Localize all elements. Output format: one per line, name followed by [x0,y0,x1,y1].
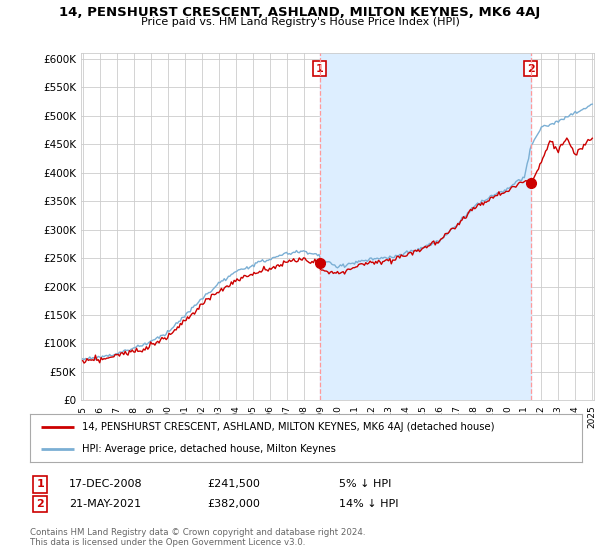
Text: HPI: Average price, detached house, Milton Keynes: HPI: Average price, detached house, Milt… [82,444,337,454]
Text: 5% ↓ HPI: 5% ↓ HPI [339,479,391,489]
Text: Price paid vs. HM Land Registry's House Price Index (HPI): Price paid vs. HM Land Registry's House … [140,17,460,27]
Text: 2: 2 [37,499,44,509]
Text: 1: 1 [316,64,324,73]
Text: 14, PENSHURST CRESCENT, ASHLAND, MILTON KEYNES, MK6 4AJ (detached house): 14, PENSHURST CRESCENT, ASHLAND, MILTON … [82,422,495,432]
Text: 14% ↓ HPI: 14% ↓ HPI [339,499,398,509]
Bar [320,53,531,400]
Text: 21-MAY-2021: 21-MAY-2021 [69,499,141,509]
Text: Contains HM Land Registry data © Crown copyright and database right 2024.: Contains HM Land Registry data © Crown c… [30,528,365,536]
Text: 2: 2 [527,64,535,73]
Text: 14, PENSHURST CRESCENT, ASHLAND, MILTON KEYNES, MK6 4AJ: 14, PENSHURST CRESCENT, ASHLAND, MILTON … [59,6,541,18]
Text: 1: 1 [37,479,44,489]
Text: £241,500: £241,500 [207,479,260,489]
Text: 17-DEC-2008: 17-DEC-2008 [69,479,143,489]
Text: This data is licensed under the Open Government Licence v3.0.: This data is licensed under the Open Gov… [30,538,305,547]
Text: £382,000: £382,000 [207,499,260,509]
